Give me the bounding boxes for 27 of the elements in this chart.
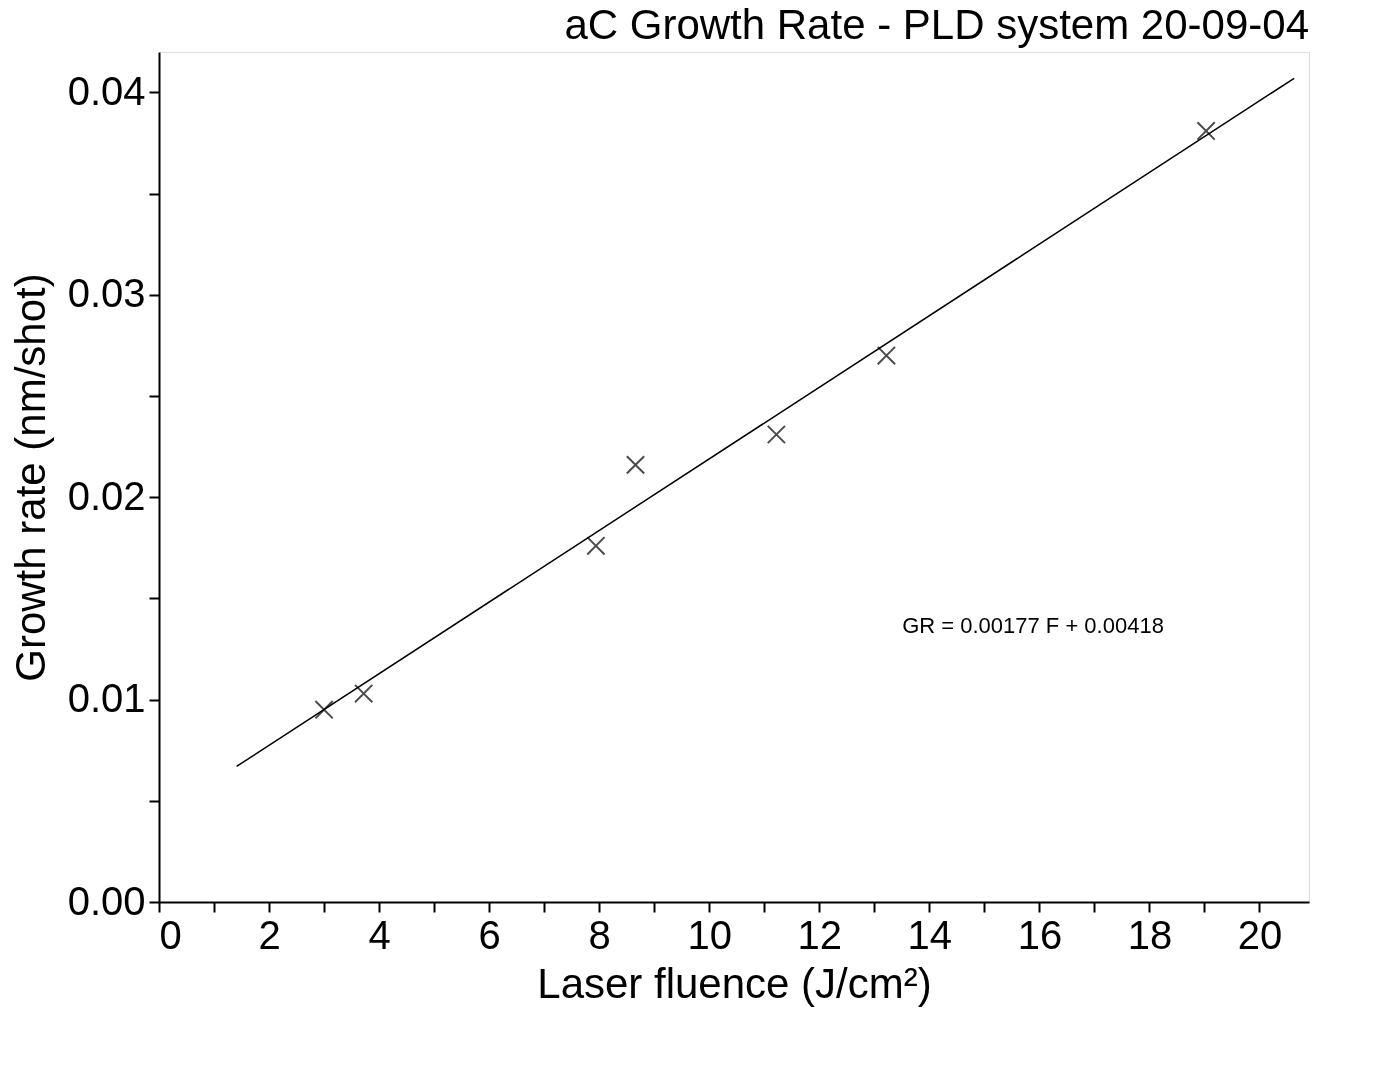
y-tick-label: 0.00: [67, 878, 146, 923]
point: [1196, 121, 1216, 141]
y-tick-label: 0.04: [67, 68, 146, 113]
chart-title: aC Growth Rate - PLD system 20-09-04: [564, 1, 1309, 48]
x-tick-label: 2: [258, 912, 281, 957]
y-axis-title: Growth rate (nm/shot): [6, 273, 54, 682]
x-axis-title: Laser fluence (J/cm²): [537, 959, 932, 1007]
x-tick-label: 10: [687, 912, 732, 957]
x-tick-label: 20: [1237, 912, 1283, 957]
y-tick-label: 0.03: [67, 271, 146, 316]
annotation: GR = 0.00177 F + 0.00418: [902, 612, 1164, 638]
x-tick-label: 14: [907, 912, 953, 957]
x-tick-label: 6: [478, 912, 501, 957]
x-tick-label: 18: [1127, 912, 1173, 957]
point: [314, 700, 334, 720]
x-tick-label: 4: [368, 912, 391, 957]
x-tick-label: 16: [1017, 912, 1063, 957]
x-tick-label: 12: [797, 912, 843, 957]
point: [766, 424, 787, 445]
point: [354, 683, 374, 704]
x-tick-label: 8: [588, 912, 611, 957]
point: [625, 455, 646, 475]
point: [876, 345, 897, 366]
point: [586, 536, 606, 556]
y-tick-label: 0.02: [67, 473, 146, 518]
x-tick-label: 0: [159, 912, 182, 957]
y-tick-label: 0.01: [67, 676, 146, 721]
